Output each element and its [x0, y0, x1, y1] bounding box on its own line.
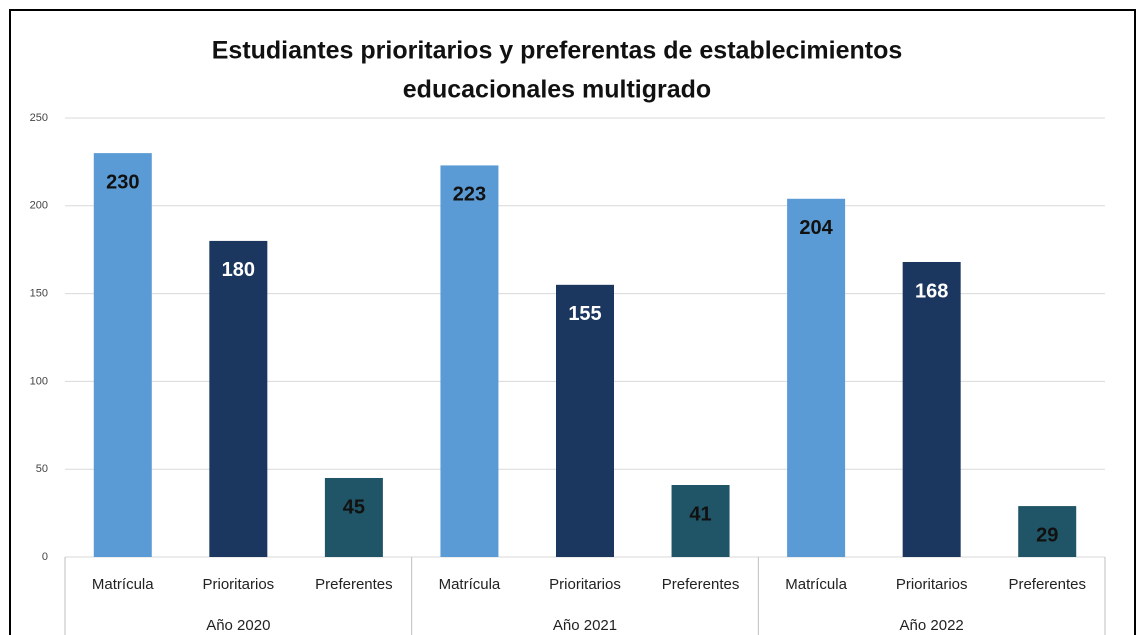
- y-tick-label: 200: [30, 200, 48, 212]
- data-label: 41: [689, 503, 711, 525]
- bar: [324, 477, 383, 557]
- data-label: 155: [568, 303, 601, 325]
- x-tick-label: Matrícula: [785, 576, 847, 593]
- group-label: Año 2021: [553, 617, 617, 634]
- y-tick-label: 250: [30, 112, 48, 124]
- data-label: 230: [106, 171, 139, 193]
- y-tick-label: 0: [42, 551, 48, 563]
- y-tick-label: 50: [36, 463, 48, 475]
- x-tick-label: Preferentes: [1008, 576, 1086, 593]
- bar: [93, 153, 152, 557]
- bar: [671, 485, 730, 557]
- data-label: 204: [799, 217, 833, 239]
- data-label: 168: [915, 280, 948, 302]
- chart-title: educacionales multigrado: [403, 76, 711, 104]
- bar: [556, 284, 614, 557]
- data-label: 180: [222, 259, 255, 281]
- bar: [902, 261, 961, 557]
- x-tick-label: Prioritarios: [549, 576, 621, 593]
- bar: [440, 165, 499, 558]
- x-tick-label: Matrícula: [92, 576, 154, 593]
- group-label: Año 2020: [206, 617, 270, 634]
- x-tick-label: Preferentes: [662, 576, 740, 593]
- bar: [1018, 506, 1077, 557]
- chart-title: Estudiantes prioritarios y preferentas d…: [212, 37, 903, 65]
- data-label: 45: [343, 496, 365, 518]
- data-label: 29: [1036, 524, 1058, 546]
- y-tick-label: 100: [30, 375, 48, 387]
- y-tick-label: 150: [30, 288, 48, 300]
- bar: [787, 198, 846, 557]
- data-label: 223: [453, 184, 486, 206]
- x-tick-label: Matrícula: [439, 576, 501, 593]
- x-tick-label: Preferentes: [315, 576, 393, 593]
- group-label: Año 2022: [900, 617, 964, 634]
- x-tick-label: Prioritarios: [202, 576, 274, 593]
- x-tick-label: Prioritarios: [896, 576, 968, 593]
- bar: [209, 240, 268, 558]
